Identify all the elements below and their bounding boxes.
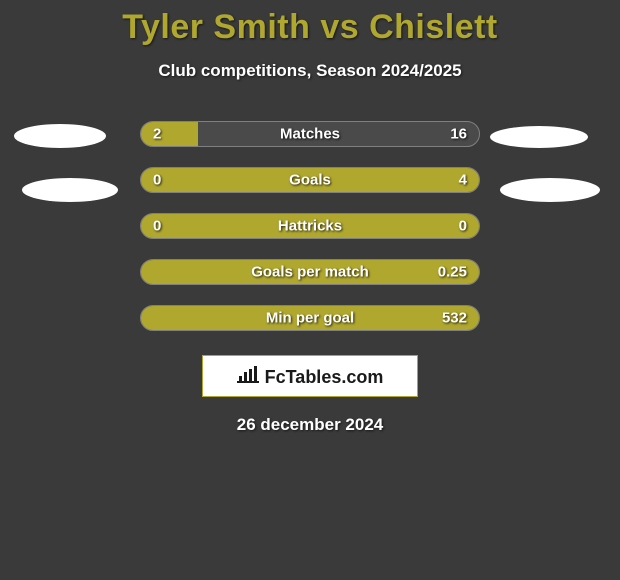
stat-row: 0 Hattricks 0 xyxy=(0,203,620,249)
date-text: 26 december 2024 xyxy=(0,415,620,435)
stat-bar: 0 Goals 4 xyxy=(140,167,480,193)
stat-bar: 2 Matches 16 xyxy=(140,121,480,147)
value-right: 4 xyxy=(459,172,467,189)
stat-row: Goals per match 0.25 xyxy=(0,249,620,295)
ellipse-shape xyxy=(14,124,106,148)
logo-text: FcTables.com xyxy=(265,367,384,388)
metric-label: Matches xyxy=(280,126,340,143)
stat-bar: Min per goal 532 xyxy=(140,305,480,331)
stat-row: Min per goal 532 xyxy=(0,295,620,341)
value-left: 2 xyxy=(153,126,161,143)
stat-bar: Goals per match 0.25 xyxy=(140,259,480,285)
value-right: 532 xyxy=(442,310,467,327)
barchart-icon xyxy=(237,365,259,383)
metric-label: Goals xyxy=(289,172,331,189)
value-left: 0 xyxy=(153,172,161,189)
ellipse-shape xyxy=(500,178,600,202)
metric-label: Goals per match xyxy=(251,264,369,281)
ellipse-shape xyxy=(490,126,588,148)
value-left: 0 xyxy=(153,218,161,235)
metric-label: Min per goal xyxy=(266,310,354,327)
page-title: Tyler Smith vs Chislett xyxy=(0,0,620,47)
value-right: 0 xyxy=(459,218,467,235)
metric-label: Hattricks xyxy=(278,218,342,235)
logo-box: FcTables.com xyxy=(202,355,418,397)
value-right: 16 xyxy=(450,126,467,143)
ellipse-shape xyxy=(22,178,118,202)
bar-fill-left xyxy=(141,122,198,146)
stat-bar: 0 Hattricks 0 xyxy=(140,213,480,239)
subtitle: Club competitions, Season 2024/2025 xyxy=(0,61,620,81)
value-right: 0.25 xyxy=(438,264,467,281)
